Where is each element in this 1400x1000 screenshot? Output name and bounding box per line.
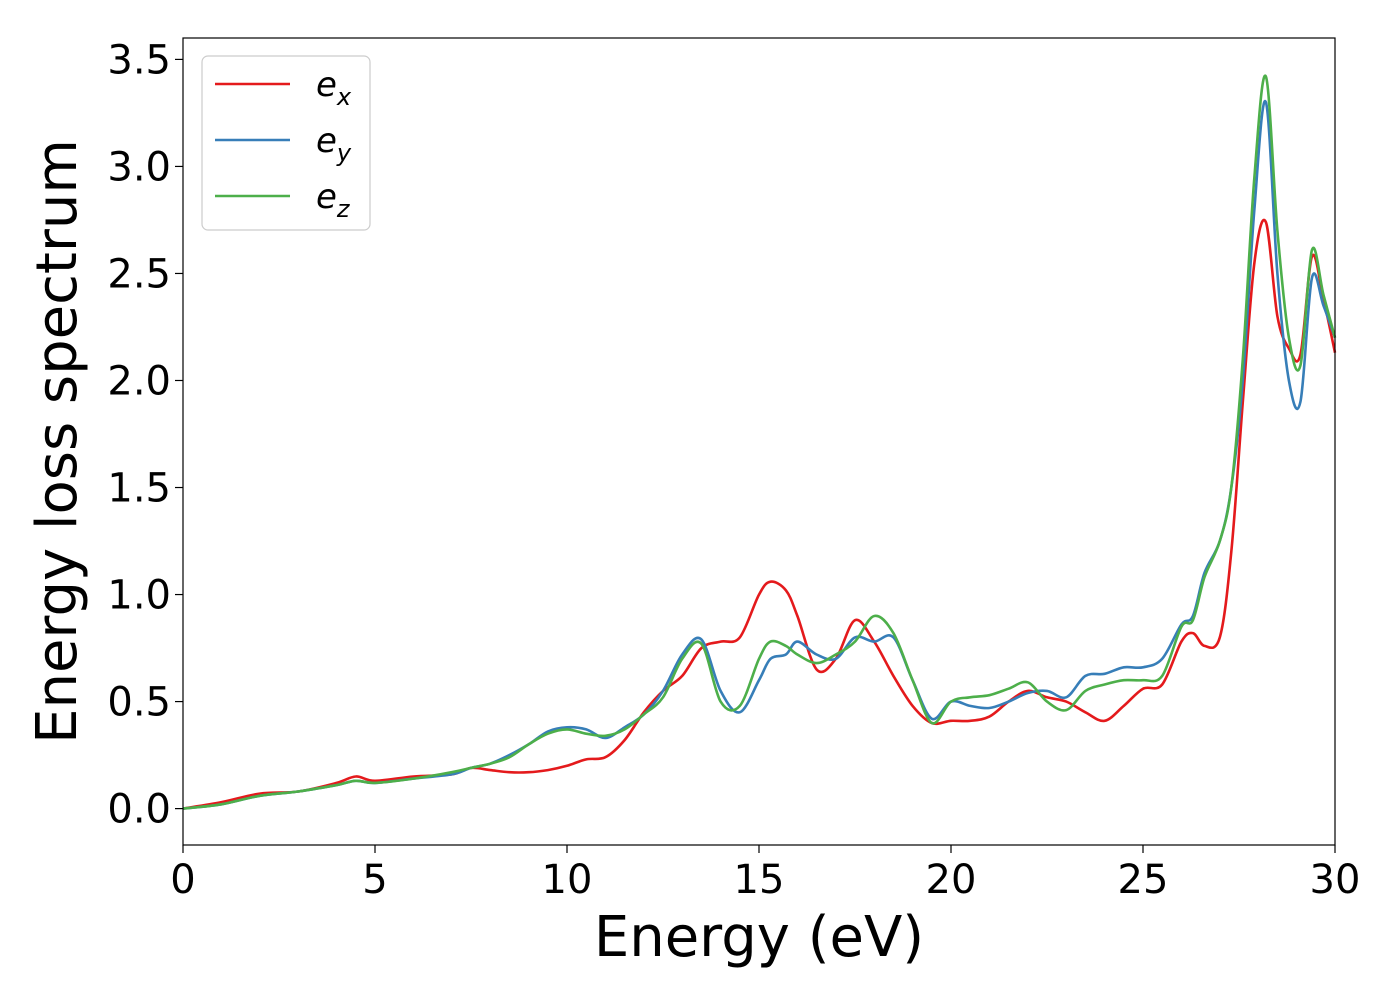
series-line-z: [182, 74, 1337, 810]
series-layer: [182, 74, 1337, 810]
y-tick-label: 0.0: [107, 787, 171, 833]
y-tick-label: 3.0: [107, 144, 171, 190]
x-tick-label: 10: [542, 857, 593, 903]
y-tick-label: 3.5: [107, 37, 171, 83]
x-axis-title: Energy (eV): [594, 905, 924, 970]
legend: ex ey ez: [201, 55, 371, 231]
y-axis-ticks: 0.0 0.5 1.0 1.5 2.0 2.5 3.0 3.5: [107, 37, 183, 833]
legend-box: [201, 55, 371, 231]
y-axis-title: Energy loss spectrum: [25, 139, 90, 744]
x-tick-label: 0: [170, 857, 195, 903]
y-tick-label: 1.0: [107, 573, 171, 619]
y-tick-label: 2.5: [107, 251, 171, 297]
x-tick-label: 20: [926, 857, 977, 903]
x-tick-label: 25: [1118, 857, 1169, 903]
y-tick-label: 2.0: [107, 358, 171, 404]
series-line-x: [182, 218, 1337, 810]
x-axis-ticks: 0 5 10 15 20 25 30: [170, 845, 1360, 903]
legend-label-z: ez: [316, 177, 351, 223]
y-tick-label: 1.5: [107, 466, 171, 512]
plot-area: [183, 38, 1335, 845]
x-tick-label: 15: [734, 857, 785, 903]
x-tick-label: 5: [362, 857, 387, 903]
y-tick-label: 0.5: [107, 680, 171, 726]
legend-label-x: ex: [316, 65, 352, 111]
legend-label-y: ey: [316, 121, 352, 167]
x-tick-label: 30: [1310, 857, 1361, 903]
